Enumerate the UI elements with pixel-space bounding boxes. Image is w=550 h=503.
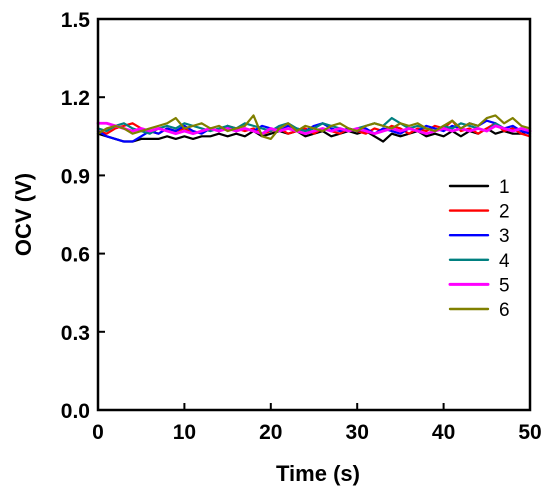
legend: 1 2 3 4 5 6: [448, 177, 510, 321]
legend-label-1: 1: [499, 177, 510, 198]
legend-label-6: 6: [499, 300, 510, 321]
series-layer: [96, 114, 532, 143]
y-axis-label: OCV (V): [11, 173, 36, 256]
legend-label-3: 3: [499, 226, 510, 247]
y-tick-label: 0.0: [61, 400, 90, 423]
labels-layer: 0 10 20 30 40 50 0.0 0.3 0.6 0.9 1.2 1.5 Time (s) OCV…: [11, 9, 542, 486]
x-axis-label: Time (s): [276, 461, 360, 486]
x-tick-label: 0: [92, 421, 104, 444]
y-tick-label: 1.5: [61, 9, 91, 32]
legend-label-5: 5: [499, 275, 510, 296]
plot-frame: [96, 17, 532, 412]
y-tick-label: 0.9: [61, 165, 90, 188]
x-tick-label: 40: [432, 421, 455, 444]
ticks-layer: [97, 18, 531, 411]
series-5-line: [96, 121, 532, 136]
legend-label-4: 4: [499, 251, 510, 272]
x-tick-label: 20: [259, 421, 282, 444]
x-tick-label: 10: [173, 421, 196, 444]
series-3-line: [96, 119, 532, 143]
x-tick-label: 50: [518, 421, 541, 444]
legend-label-2: 2: [499, 202, 510, 223]
x-tick-label: 30: [346, 421, 369, 444]
y-tick-label: 1.2: [61, 87, 90, 110]
series-6-line: [96, 114, 532, 141]
y-tick-label: 0.3: [61, 322, 90, 345]
y-tick-label: 0.6: [61, 244, 90, 267]
